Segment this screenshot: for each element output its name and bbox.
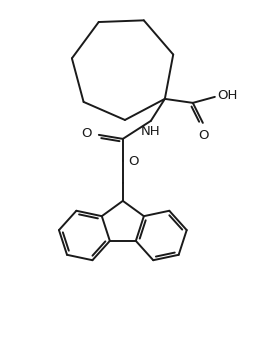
Text: O: O — [81, 127, 92, 140]
Text: O: O — [128, 155, 138, 169]
Text: OH: OH — [217, 89, 237, 102]
Text: NH: NH — [141, 125, 161, 138]
Text: O: O — [199, 129, 209, 142]
